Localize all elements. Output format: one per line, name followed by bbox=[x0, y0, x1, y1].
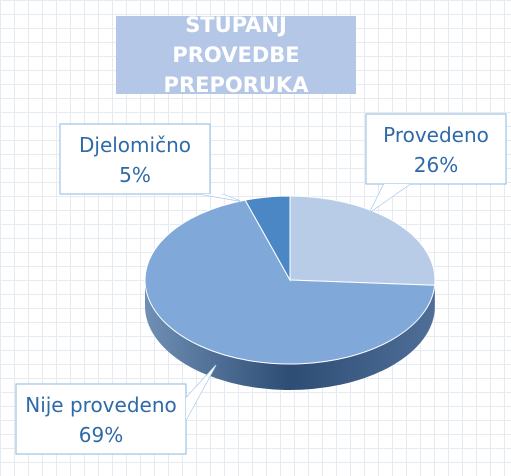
label-box bbox=[15, 383, 187, 455]
pie-side bbox=[145, 280, 435, 390]
callout-cover bbox=[370, 184, 410, 212]
pie-slice bbox=[289, 195, 436, 286]
chart-title: STUPANJ PROVEDBE PREPORUKA bbox=[116, 13, 356, 97]
value-label: 26% bbox=[414, 153, 458, 177]
category-label: Djelomično bbox=[79, 133, 191, 157]
label-box bbox=[365, 113, 507, 185]
pie-slice bbox=[244, 195, 291, 282]
callout-cover bbox=[200, 194, 240, 201]
value-label: 69% bbox=[79, 423, 123, 447]
label-box bbox=[59, 123, 211, 195]
pie-slice bbox=[144, 199, 436, 365]
category-label: Provedeno bbox=[383, 123, 489, 147]
category-label: Nije provedeno bbox=[25, 393, 177, 417]
value-label: 5% bbox=[119, 163, 151, 187]
callout-cover bbox=[186, 365, 216, 420]
